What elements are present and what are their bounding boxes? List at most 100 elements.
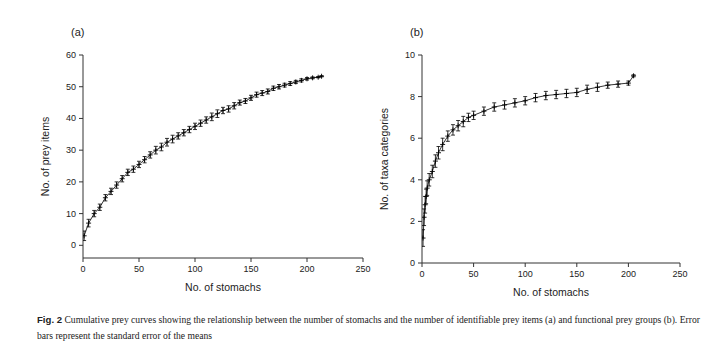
error-cap: [232, 102, 236, 103]
error-cap: [221, 113, 225, 114]
point: [616, 82, 621, 87]
error-cap: [103, 194, 107, 195]
cumulative-line: [423, 76, 634, 238]
x-tick: [83, 258, 84, 262]
x-tick: [422, 263, 423, 267]
error-cap: [585, 85, 589, 86]
point: [97, 205, 102, 210]
error-bar: [512, 99, 517, 107]
error-cap: [554, 90, 558, 91]
point: [131, 167, 136, 172]
error-bar: [424, 189, 429, 204]
error-bar: [109, 188, 114, 194]
point: [125, 170, 130, 175]
error-bar: [299, 78, 304, 83]
point: [83, 233, 87, 238]
x-tick-label: 250: [672, 269, 687, 279]
error-bar: [181, 130, 186, 136]
error-bar: [125, 169, 130, 175]
error-cap: [187, 132, 191, 133]
error-bar: [523, 97, 528, 105]
error-bar: [142, 157, 147, 163]
error-cap: [227, 112, 231, 113]
point: [502, 102, 507, 107]
point: [109, 189, 114, 194]
y-tick-label: 60: [66, 50, 76, 60]
x-tick-label: 150: [243, 264, 258, 274]
error-bar: [305, 76, 310, 81]
error-bar: [120, 176, 125, 182]
y-axis: [422, 55, 423, 263]
error-bar: [288, 81, 293, 86]
error-cap: [606, 82, 610, 83]
error-cap: [503, 109, 507, 110]
error-bar: [103, 195, 108, 201]
error-cap: [534, 101, 538, 102]
error-cap: [424, 203, 428, 204]
point: [319, 74, 324, 79]
error-bar: [193, 123, 198, 129]
error-cap: [165, 138, 169, 139]
x-tick-label: 100: [187, 264, 202, 274]
point: [204, 118, 209, 123]
x-tick: [628, 263, 629, 267]
error-cap: [137, 161, 141, 162]
error-bar: [427, 174, 432, 186]
point: [176, 133, 181, 138]
error-bar: [243, 98, 248, 103]
error-bar: [631, 73, 636, 78]
point: [445, 134, 450, 139]
x-tick: [251, 258, 252, 262]
point: [543, 93, 548, 98]
y-tick-label: 2: [410, 216, 415, 226]
y-tick: [418, 179, 422, 180]
x-tick: [680, 263, 681, 267]
error-cap: [430, 177, 434, 178]
x-tick: [473, 263, 474, 267]
point: [595, 85, 600, 90]
point: [450, 127, 455, 132]
point: [170, 137, 175, 142]
error-bar: [198, 120, 203, 126]
error-bar: [440, 138, 445, 150]
error-cap: [513, 98, 517, 99]
error-bar: [165, 138, 170, 146]
error-bar: [260, 91, 265, 96]
error-cap: [430, 165, 434, 166]
point: [142, 157, 147, 162]
error-cap: [564, 97, 568, 98]
point: [187, 127, 192, 132]
point: [209, 114, 214, 119]
point: [585, 87, 590, 92]
point: [299, 78, 304, 83]
plot-area: [83, 74, 324, 241]
error-cap: [575, 88, 579, 89]
error-cap: [456, 120, 460, 121]
point: [422, 236, 426, 241]
error-cap: [109, 194, 113, 195]
x-tick: [139, 258, 140, 262]
point: [423, 202, 428, 207]
error-cap: [199, 126, 203, 127]
error-cap: [513, 107, 517, 108]
cumulative-line: [84, 76, 321, 236]
error-cap: [461, 126, 465, 127]
error-cap: [437, 159, 441, 160]
error-bar: [423, 196, 428, 213]
y-tick: [79, 55, 83, 56]
error-cap: [171, 135, 175, 136]
point: [114, 183, 119, 188]
y-tick-label: 50: [66, 82, 76, 92]
x-tick-label: 250: [355, 264, 370, 274]
x-axis-label: No. of stomachs: [185, 281, 261, 293]
caption-text: Cumulative prey curves showing the relat…: [37, 314, 700, 341]
error-bar: [471, 111, 476, 119]
error-bar: [492, 103, 497, 111]
error-bar: [450, 125, 455, 135]
error-bar: [626, 81, 631, 86]
error-cap: [446, 141, 450, 142]
panel-title: (a): [71, 26, 84, 38]
error-cap: [482, 115, 486, 116]
x-axis-label: No. of stomachs: [513, 286, 589, 298]
point: [523, 98, 528, 103]
